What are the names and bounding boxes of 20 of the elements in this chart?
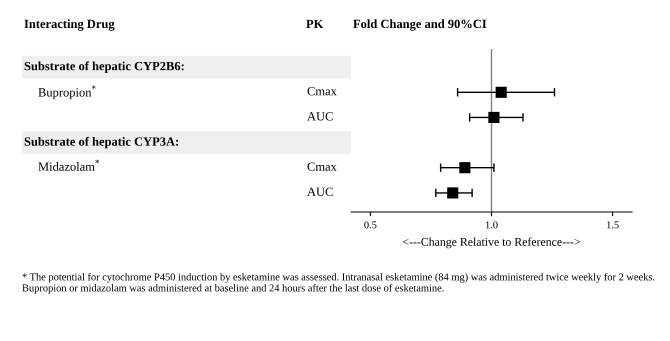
- text: Bupropion$^{*}$: [38, 85, 96, 100]
- point: [459, 162, 470, 174]
- y-tick-label: AUC: [307, 188, 333, 196]
- x-tick-label: 1.0: [486, 221, 498, 228]
- point: [488, 112, 500, 123]
- text: Midazolam$^{*}$: [38, 159, 100, 171]
- y-tick-label: Cmax: [308, 162, 337, 171]
- x-tick-label: 0.5: [364, 221, 376, 228]
- chart-title: Fold Change and 90%CI: [353, 19, 486, 31]
- text: Substrate of hepatic CYP2B6:: [24, 61, 184, 73]
- y-tick-label: Cmax: [308, 86, 337, 96]
- x-axis-title: <---Change Relative to Reference--->: [403, 237, 580, 248]
- point: [496, 86, 507, 98]
- x-tick-label: 1.5: [607, 221, 619, 228]
- text: PK: [306, 20, 324, 28]
- y-tick-label: AUC: [307, 112, 333, 121]
- point: [447, 187, 458, 198]
- text: * The potential for cytochrome P450 induction by esketamine was assessed. Intranasal esketamine (84 mg) was administered twice weekly for 2 weeks. Bupropion or midazolam was administered at baseline and 24 hours after the last dose of esketamine.: [22, 273, 654, 294]
- text: Substrate of hepatic CYP3A:: [24, 136, 178, 148]
- text: Interacting Drug: [24, 19, 114, 31]
